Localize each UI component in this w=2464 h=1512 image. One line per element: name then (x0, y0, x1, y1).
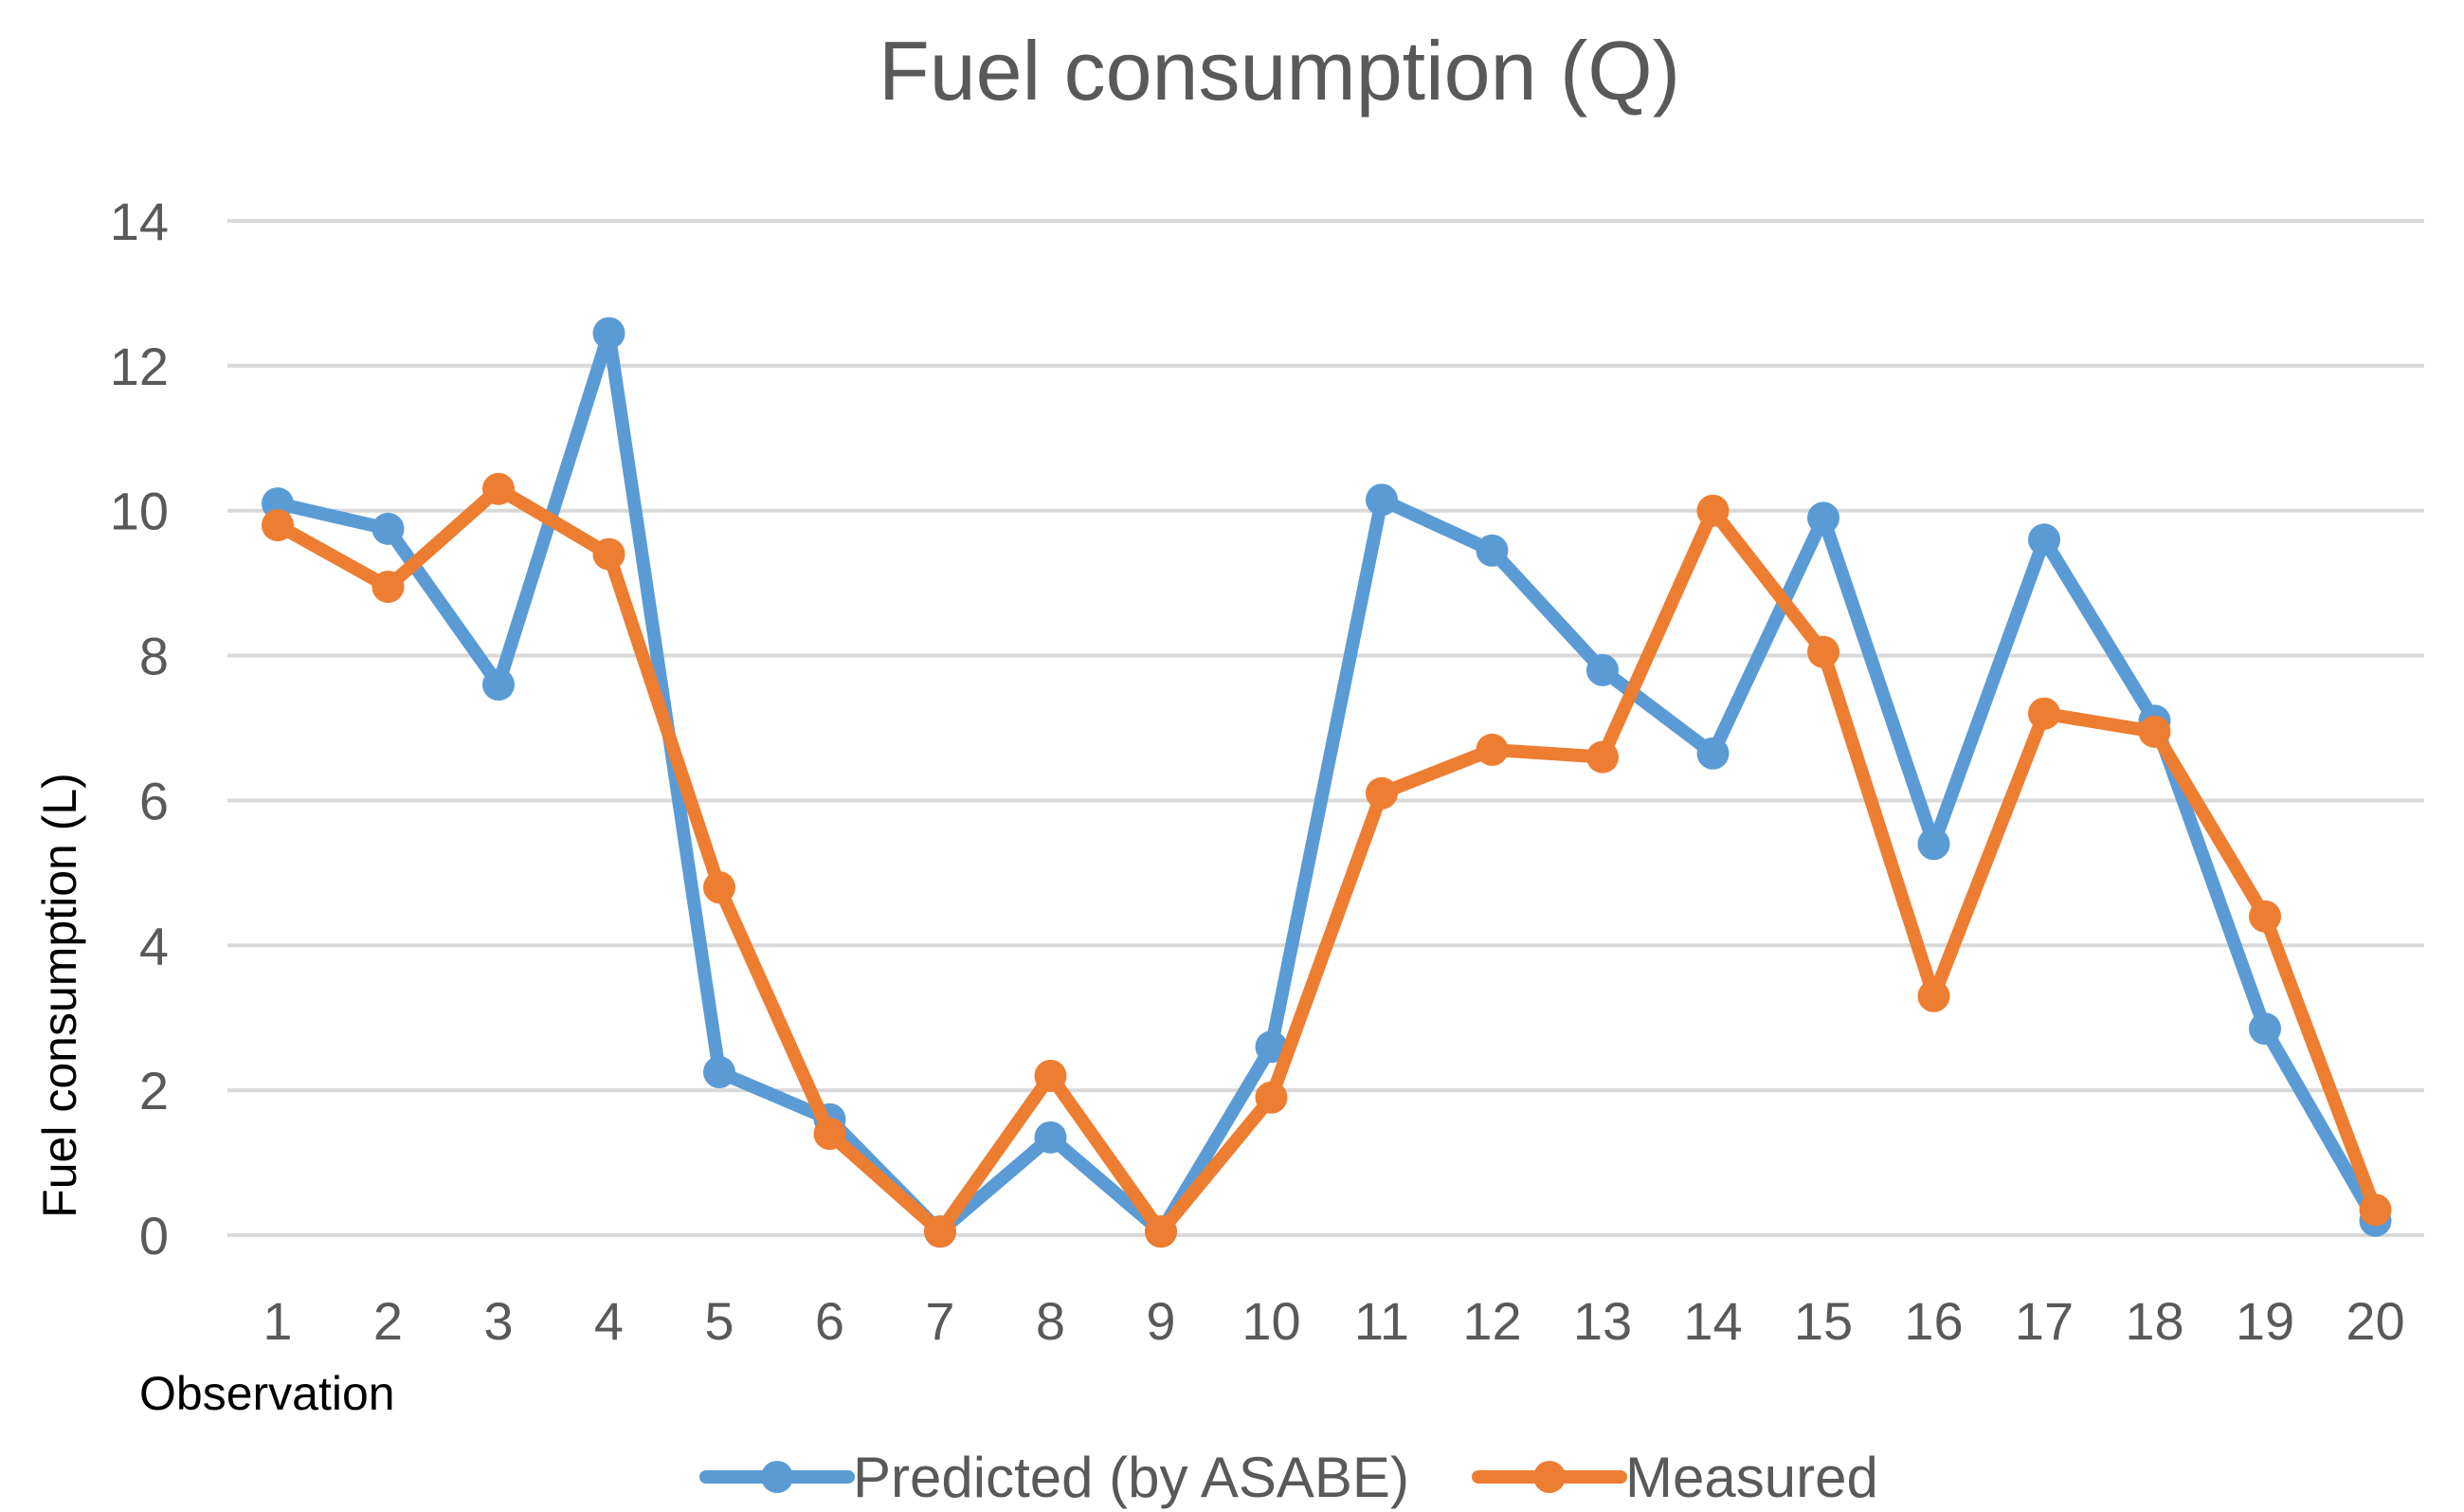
legend: Predicted (by ASABE) Measured (699, 1446, 1878, 1509)
data-point (262, 509, 294, 541)
series-line (271, 482, 2382, 1239)
x-tick-label: 10 (1241, 1291, 1300, 1351)
x-tick-label: 8 (1036, 1291, 1065, 1351)
data-point (1034, 1059, 1067, 1092)
y-tick-label: 4 (139, 916, 169, 975)
data-point (1476, 534, 1509, 567)
x-tick-label: 4 (594, 1291, 624, 1351)
legend-item: Measured (1472, 1446, 1878, 1509)
x-tick-label: 7 (925, 1291, 954, 1351)
data-point (2359, 1193, 2392, 1227)
data-point (592, 537, 625, 571)
series-0 (262, 317, 2392, 1248)
x-tick-label: 13 (1573, 1291, 1632, 1351)
data-point (1366, 483, 1398, 517)
x-axis-label: Observation (139, 1367, 395, 1420)
y-tick-label: 10 (110, 482, 169, 541)
data-point (592, 317, 625, 350)
x-tick-label: 6 (815, 1291, 844, 1351)
y-tick-label: 2 (139, 1061, 169, 1120)
x-tick-label: 9 (1146, 1291, 1175, 1351)
data-point (1807, 501, 1839, 535)
data-point (2138, 715, 2171, 748)
x-tick-label: 2 (373, 1291, 403, 1351)
data-point (482, 668, 515, 701)
data-point (482, 472, 515, 505)
data-point (1145, 1215, 1177, 1248)
series-layer (262, 317, 2392, 1248)
x-tick-label: 17 (2015, 1291, 2074, 1351)
x-tick-label: 1 (263, 1291, 292, 1351)
chart-title: Fuel consumption (Q) (879, 24, 1680, 118)
data-point (1696, 494, 1730, 527)
data-point (1034, 1120, 1067, 1154)
legend-marker (761, 1461, 793, 1493)
data-point (2028, 697, 2060, 730)
y-tick-label: 0 (139, 1206, 169, 1266)
data-point (703, 1056, 735, 1089)
legend-label: Predicted (by ASABE) (853, 1446, 1409, 1509)
series-line (271, 326, 2382, 1239)
x-tick-label: 14 (1683, 1291, 1742, 1351)
legend-marker (1533, 1461, 1566, 1493)
x-tick-label: 5 (704, 1291, 734, 1351)
legend-label: Measured (1625, 1446, 1878, 1509)
data-point (2028, 523, 2060, 556)
data-point (1917, 828, 1950, 861)
data-point (2249, 900, 2281, 933)
x-tick-label: 12 (1462, 1291, 1521, 1351)
data-point (1366, 776, 1398, 810)
series-1 (262, 472, 2392, 1248)
x-tick-label: 16 (1904, 1291, 1963, 1351)
data-point (371, 570, 405, 603)
x-tick-label: 15 (1794, 1291, 1853, 1351)
x-tick-label: 19 (2236, 1291, 2294, 1351)
data-point (924, 1215, 956, 1248)
y-tick-labels: 0 2 4 6 8 10 12 14 (110, 191, 169, 1266)
data-point (1586, 653, 1619, 686)
data-point (1917, 979, 1950, 1012)
data-point (703, 871, 735, 904)
y-axis-label: Fuel consumption (L) (33, 773, 86, 1218)
data-point (2249, 1012, 2281, 1046)
y-tick-label: 6 (139, 771, 169, 830)
x-tick-label: 11 (1354, 1291, 1409, 1351)
x-tick-label: 3 (483, 1291, 513, 1351)
x-tick-label: 20 (2346, 1291, 2404, 1351)
y-tick-label: 12 (110, 337, 169, 396)
data-point (1255, 1081, 1288, 1114)
data-point (1255, 1030, 1288, 1064)
data-point (1696, 737, 1730, 770)
legend-item: Predicted (by ASABE) (699, 1446, 1409, 1509)
data-point (371, 512, 405, 545)
data-point (1586, 740, 1619, 774)
y-tick-label: 8 (139, 627, 169, 686)
data-point (1807, 635, 1839, 668)
y-tick-label: 14 (110, 191, 169, 251)
data-point (813, 1118, 846, 1150)
data-point (1476, 733, 1509, 766)
x-tick-labels: 1 2 3 4 5 6 7 8 9 10 11 12 13 14 15 16 17 18 19 20 (263, 1291, 2404, 1351)
x-tick-label: 18 (2125, 1291, 2183, 1351)
